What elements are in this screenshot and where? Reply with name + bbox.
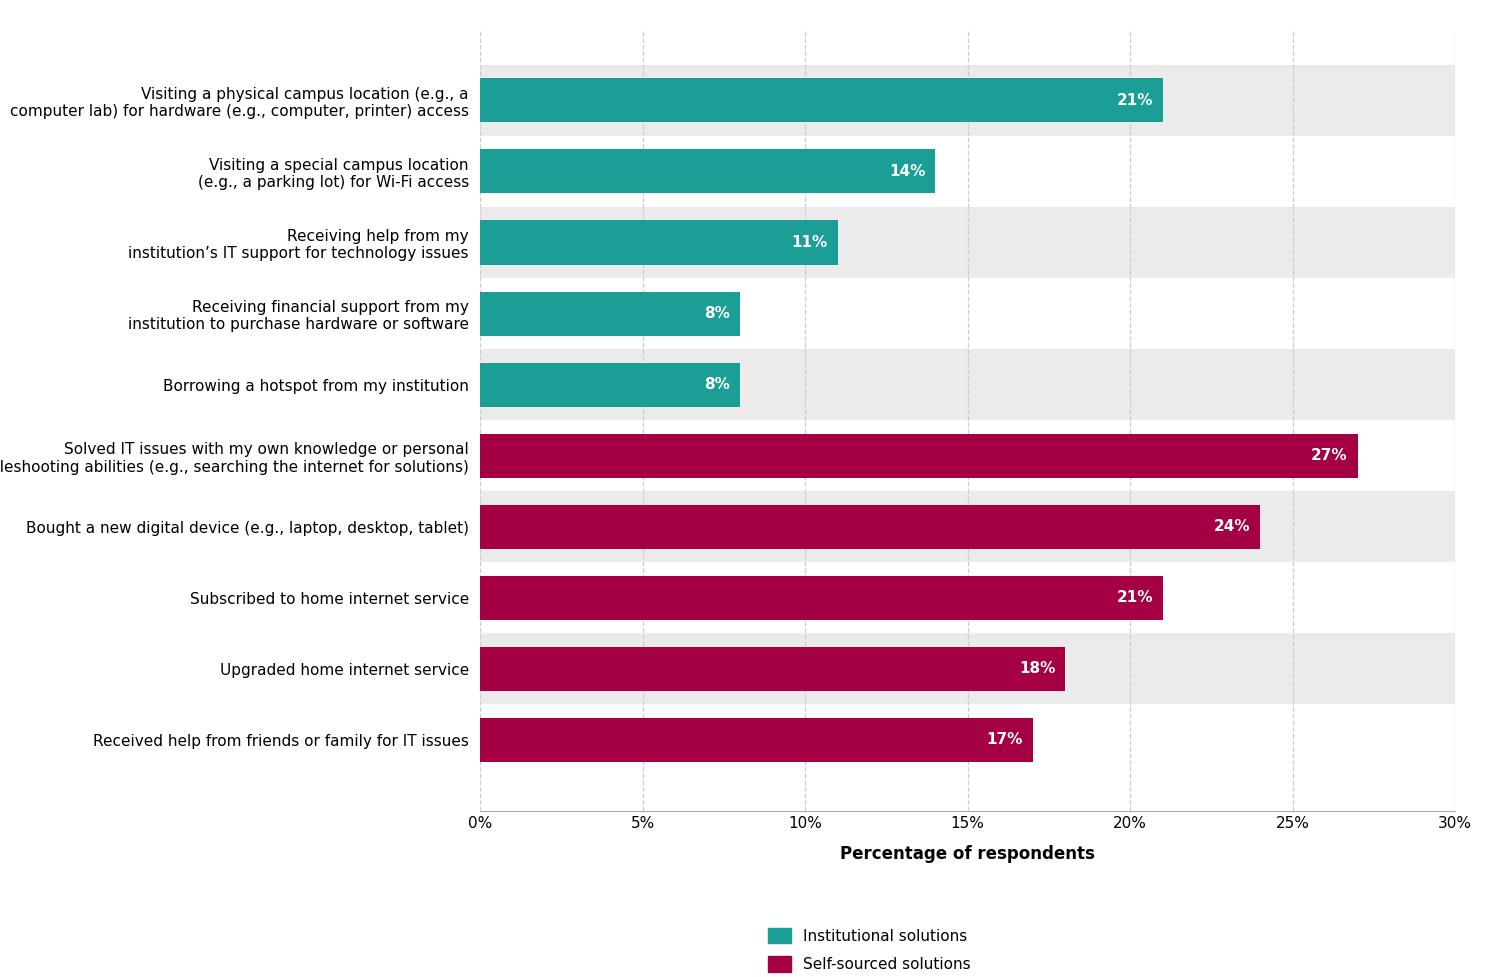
Bar (480, 136, 1455, 207)
Text: 14%: 14% (890, 164, 926, 179)
Text: 18%: 18% (1019, 661, 1056, 676)
Bar (480, 505, 1260, 549)
Bar (480, 434, 1358, 478)
Bar (480, 362, 740, 406)
Bar (480, 149, 934, 193)
Text: 11%: 11% (792, 235, 828, 250)
Text: 8%: 8% (705, 306, 730, 321)
Text: 8%: 8% (705, 377, 730, 392)
Bar (480, 704, 1455, 776)
Bar (480, 562, 1455, 633)
Bar (480, 647, 1065, 691)
Bar (480, 420, 1455, 491)
Bar (480, 491, 1455, 562)
Bar (480, 221, 837, 265)
Bar (480, 718, 1032, 762)
Text: 24%: 24% (1214, 519, 1251, 534)
Bar (480, 64, 1455, 136)
Bar (480, 633, 1455, 704)
Text: 27%: 27% (1311, 448, 1347, 463)
Text: 21%: 21% (1116, 93, 1152, 107)
Bar (480, 291, 740, 335)
X-axis label: Percentage of respondents: Percentage of respondents (840, 845, 1095, 863)
Bar (480, 278, 1455, 349)
Bar (480, 78, 1162, 122)
Text: 17%: 17% (987, 733, 1023, 747)
Text: 21%: 21% (1116, 590, 1152, 605)
Bar (480, 575, 1162, 619)
Bar (480, 349, 1455, 420)
Legend: Institutional solutions, Self-sourced solutions: Institutional solutions, Self-sourced so… (760, 920, 978, 977)
Bar (480, 207, 1455, 278)
